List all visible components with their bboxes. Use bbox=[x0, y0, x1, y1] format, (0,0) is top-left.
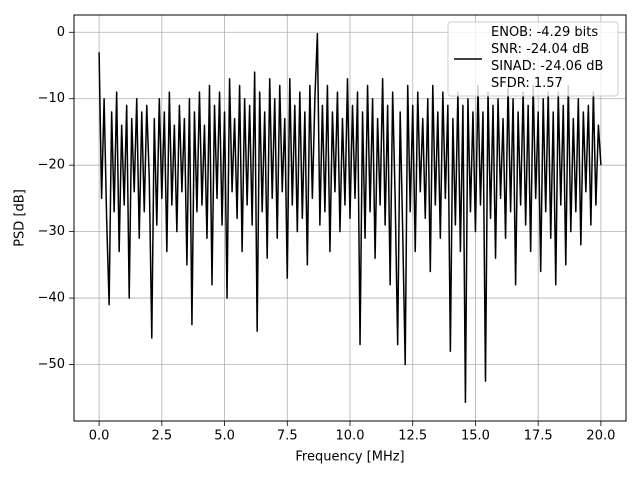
x-tick-label: 5.0 bbox=[214, 429, 235, 444]
legend-box bbox=[447, 21, 619, 97]
x-axis-label: Frequency [MHz] bbox=[295, 450, 404, 465]
x-tick-label: 10.0 bbox=[336, 429, 365, 444]
y-tick-label: 0 bbox=[57, 25, 65, 40]
legend-label: ENOB: -4.29 bits SNR: -24.04 dB SINAD: -… bbox=[491, 25, 604, 91]
x-tick-label: 0.0 bbox=[89, 429, 110, 444]
x-tick-label: 12.5 bbox=[398, 429, 427, 444]
plot-area bbox=[98, 32, 602, 404]
x-tick-label: 17.5 bbox=[524, 429, 553, 444]
y-tick-label: −10 bbox=[38, 91, 65, 106]
y-tick-label: −20 bbox=[38, 158, 65, 173]
x-tick-label: 7.5 bbox=[277, 429, 298, 444]
psd-line bbox=[98, 32, 602, 404]
y-tick-label: −30 bbox=[38, 224, 65, 239]
y-axis-label: PSD [dB] bbox=[13, 189, 28, 247]
x-tick-label: 20.0 bbox=[586, 429, 615, 444]
ticks: 0.0 2.5 5.0 7.5 10.0 12.5 15.0 17.5 20.0 0 −10 −20 −… bbox=[38, 25, 616, 444]
y-tick-label: −50 bbox=[38, 357, 65, 372]
y-tick-label: −40 bbox=[38, 291, 65, 306]
legend-label-box: ENOB: -4.29 bits SNR: -24.04 dB SINAD: -… bbox=[491, 25, 604, 91]
x-tick-label: 2.5 bbox=[151, 429, 172, 444]
legend: ENOB: -4.29 bits SNR: -24.04 dB SINAD: -… bbox=[447, 21, 619, 97]
x-tick-label: 15.0 bbox=[461, 429, 490, 444]
